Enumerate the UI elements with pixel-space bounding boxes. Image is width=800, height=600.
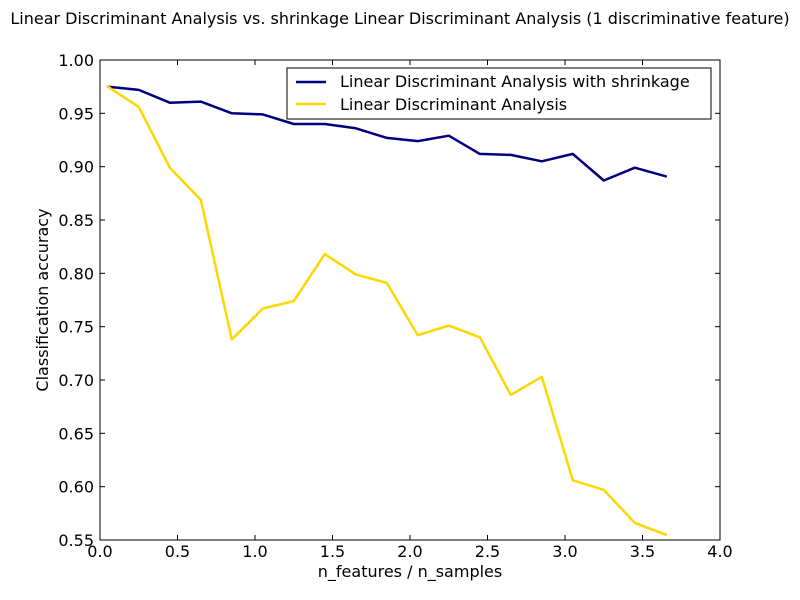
data-point <box>168 101 172 105</box>
y-tick-label: 0.60 <box>58 478 94 497</box>
data-point <box>633 521 637 525</box>
x-tick-label: 2.0 <box>397 542 422 561</box>
data-point <box>385 281 389 285</box>
data-point <box>292 122 296 126</box>
legend-label-lda: Linear Discriminant Analysis <box>340 95 567 114</box>
data-point <box>447 324 451 328</box>
data-point <box>509 153 513 157</box>
data-point <box>323 252 327 256</box>
data-point <box>478 335 482 339</box>
series-line-1 <box>106 85 668 536</box>
y-tick-label: 1.00 <box>58 51 94 70</box>
data-point <box>323 122 327 126</box>
data-point <box>230 111 234 115</box>
series-line-0 <box>106 85 668 182</box>
legend: Linear Discriminant Analysis with shrink… <box>286 67 712 120</box>
x-tick-label: 3.0 <box>552 542 577 561</box>
y-axis-label: Classification accuracy <box>33 208 52 391</box>
x-axis-label: n_features / n_samples <box>318 562 502 582</box>
data-point <box>261 307 265 311</box>
x-tick-label: 4.0 <box>707 542 732 561</box>
data-point <box>354 272 358 276</box>
chart-title: Linear Discriminant Analysis vs. shrinka… <box>10 9 789 28</box>
y-tick-label: 0.80 <box>58 264 94 283</box>
y-tick-label: 0.70 <box>58 371 94 390</box>
data-point <box>540 159 544 163</box>
data-point <box>230 337 234 341</box>
y-tick-label: 0.85 <box>58 211 94 230</box>
y-tick-label: 0.75 <box>58 318 94 337</box>
ticks-layer: 0.0 0.5 1.0 1.5 2.0 2.5 3.0 3.5 4.0 0.55 0.60 0.65 0… <box>58 51 732 561</box>
legend-box <box>286 67 712 120</box>
data-point <box>509 393 513 397</box>
data-point <box>633 166 637 170</box>
y-tick-label: 0.90 <box>58 158 94 177</box>
data-point <box>416 333 420 337</box>
data-point <box>447 134 451 138</box>
data-point <box>354 126 358 130</box>
legend-label-shrinkage: Linear Discriminant Analysis with shrink… <box>340 72 690 91</box>
data-point <box>168 166 172 170</box>
y-tick-label: 0.95 <box>58 104 94 123</box>
y-tick-label: 0.65 <box>58 424 94 443</box>
data-point <box>199 100 203 104</box>
series-layer <box>106 85 668 537</box>
data-point <box>106 85 110 89</box>
data-point <box>664 174 668 178</box>
data-point <box>416 139 420 143</box>
x-tick-label: 2.5 <box>475 542 500 561</box>
data-point <box>292 299 296 303</box>
data-point <box>664 533 668 537</box>
data-point <box>478 152 482 156</box>
data-point <box>540 375 544 379</box>
data-point <box>571 152 575 156</box>
data-point <box>199 198 203 202</box>
y-tick-label: 0.55 <box>58 531 94 550</box>
data-point <box>602 488 606 492</box>
x-tick-label: 1.5 <box>320 542 345 561</box>
x-tick-label: 3.5 <box>630 542 655 561</box>
data-point <box>137 105 141 109</box>
data-point <box>602 179 606 183</box>
x-tick-label: 0.0 <box>87 542 112 561</box>
data-point <box>571 478 575 482</box>
data-point <box>261 112 265 116</box>
data-point <box>385 136 389 140</box>
plot-frame <box>99 59 721 541</box>
x-tick-label: 1.0 <box>242 542 267 561</box>
data-point <box>137 88 141 92</box>
x-tick-label: 0.5 <box>165 542 190 561</box>
